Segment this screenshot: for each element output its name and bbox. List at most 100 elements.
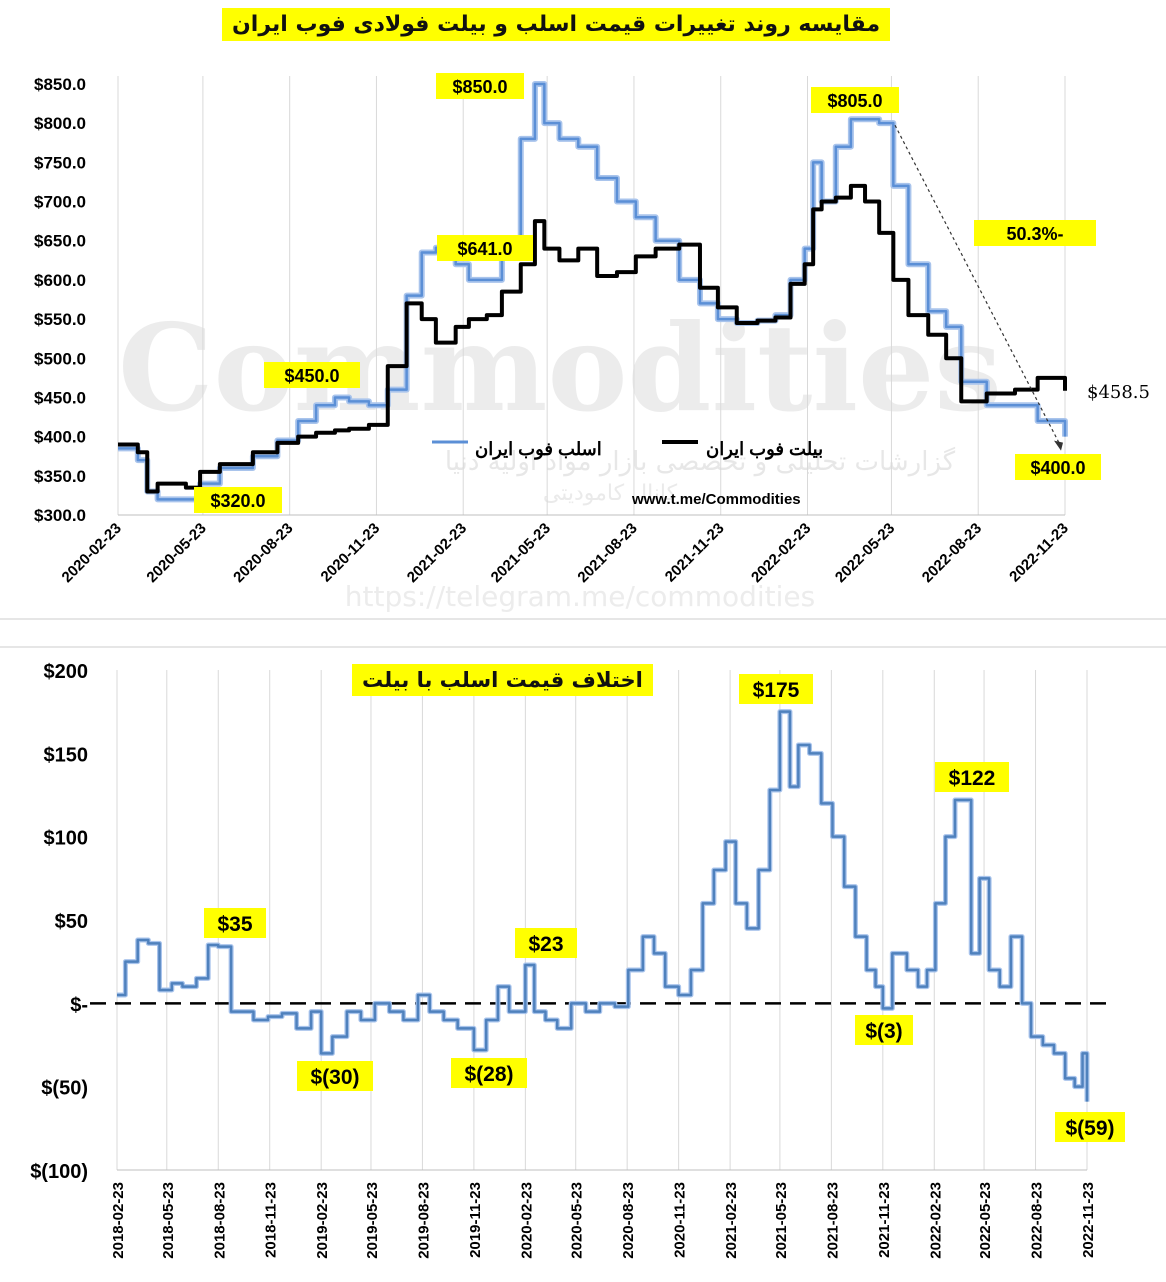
x-tick-label: 2021-11-23 (876, 1182, 893, 1258)
diff-peak-2022-label-bg (935, 762, 1009, 792)
diff-peak-2021-label: $175 (753, 679, 800, 702)
peak-slab-2022-label-bg (811, 87, 899, 113)
diff-2018-label-bg (204, 908, 266, 938)
x-tick-label: 2022-08-23 (919, 520, 985, 586)
y-tick-label: $(100) (30, 1161, 88, 1183)
x-tick-label: 2021-08-23 (574, 520, 640, 586)
diff-2019-feb-label-bg (297, 1061, 373, 1091)
legend-slab-label: اسلب فوب ایران (475, 439, 602, 460)
channel-url: www.t.me/Commodities (631, 491, 801, 508)
x-tick-label: 2018-08-23 (211, 1182, 228, 1259)
y-tick-label: $- (70, 994, 88, 1016)
difference-series-line (117, 710, 1089, 1102)
diff-2018-label: $35 (217, 913, 252, 936)
price-difference-chart: 2018-02-23 2018-05-23 2018-08-23 2018-11-23… (0, 646, 1166, 1282)
diff-peak-2022-label: $122 (949, 767, 996, 790)
peak-slab-2021-label-bg (436, 73, 524, 99)
x-tick-label: 2018-05-23 (160, 1182, 177, 1259)
x-tick-label: 2020-02-23 (59, 520, 125, 586)
y-tick-label: $150 (44, 744, 89, 766)
y-tick-label: $350.0 (34, 467, 86, 486)
top-chart-title: مقایسه روند تغییرات قیمت اسلب و بیلت فول… (222, 8, 891, 41)
x-tick-label: 2021-02-23 (404, 520, 470, 586)
x-tick-label: 2021-05-23 (773, 1182, 790, 1259)
diff-peak-2021-label-bg (739, 674, 813, 704)
y-tick-label: $850.0 (34, 75, 86, 94)
y-tick-label: $450.0 (34, 388, 86, 407)
y-tick-label: $100 (44, 828, 89, 850)
x-tick-label: 2020-05-23 (143, 520, 209, 586)
x-tick-label: 2020-11-23 (672, 1182, 689, 1258)
x-tick-label: 2021-05-23 (488, 520, 554, 586)
diff-2021-nov-label-bg (855, 1015, 913, 1045)
x-tick-label: 2019-08-23 (415, 1182, 432, 1259)
slab-2020-nov-label: $450.0 (284, 366, 339, 386)
bottom-chart-title: اختلاف قیمت اسلب با بیلت (352, 664, 653, 696)
diff-current-label: $(59) (1065, 1117, 1114, 1140)
y-tick-label: $700.0 (34, 193, 86, 212)
slab-current-label: $400.0 (1030, 458, 1085, 478)
diff-2020-label: $23 (528, 933, 563, 956)
x-tick-label: 2021-02-23 (723, 1182, 740, 1259)
price-chart-svg: Commodities گزارشات تحلیلی و تخصصی بازار … (34, 73, 1150, 613)
difference-chart-svg: 2018-02-23 2018-05-23 2018-08-23 2018-11-23… (30, 661, 1125, 1259)
x-tick-label: 2022-02-23 (927, 1182, 944, 1259)
x-tick-label: 2020-11-23 (318, 520, 384, 586)
slab-2021-feb-label-bg (437, 235, 533, 261)
x-tick-label: 2019-11-23 (467, 1182, 484, 1258)
trend-arrow-head (1054, 440, 1063, 451)
slab-low-label: $320.0 (210, 491, 265, 511)
y-tick-label: $600.0 (34, 271, 86, 290)
slab-2020-nov-label-bg (264, 362, 360, 388)
peak-slab-2021-label: $850.0 (452, 77, 507, 97)
x-tick-label: 2022-11-23 (1006, 520, 1072, 586)
y-tick-label: $(50) (41, 1078, 88, 1100)
change-percent-label-bg (974, 220, 1096, 246)
slab-2021-feb-label: $641.0 (457, 239, 512, 259)
y-tick-label: $500.0 (34, 349, 86, 368)
x-tick-label: 2021-08-23 (824, 1182, 841, 1259)
diff-2019-nov-label: $(28) (464, 1063, 513, 1086)
x-tick-label: 2018-02-23 (110, 1182, 127, 1259)
x-tick-label: 2022-08-23 (1029, 1182, 1046, 1259)
watermark-subtitle: گزارشات تحلیلی و تخصصی بازار مواد اولیه … (445, 446, 956, 477)
x-tick-label: 2019-02-23 (314, 1182, 331, 1259)
x-tick-label: 2020-08-23 (230, 520, 296, 586)
diff-2021-nov-label: $(3) (865, 1020, 902, 1043)
x-tick-label: 2022-05-23 (832, 520, 898, 586)
watermark-channel-name: کانال کامودیتی (543, 481, 678, 506)
peak-slab-2022-label: $805.0 (827, 91, 882, 111)
y-tick-label: $550.0 (34, 310, 86, 329)
legend-billet-label: بیلت فوب ایران (706, 439, 823, 460)
watermark-text: Commodities (118, 298, 1002, 439)
x-tick-label: 2020-05-23 (569, 1182, 586, 1259)
slab-low-label-bg (194, 487, 282, 513)
slab-series-line (118, 82, 1067, 501)
diff-current-label-bg (1055, 1112, 1125, 1142)
x-tick-label: 2022-11-23 (1080, 1182, 1097, 1258)
x-tick-label: 2018-11-23 (263, 1182, 280, 1258)
diff-2019-feb-label: $(30) (310, 1066, 359, 1089)
billet-current-label: $458.5 (1087, 382, 1150, 403)
x-tick-label: 2019-05-23 (364, 1182, 381, 1259)
slab-billet-price-chart: Commodities گزارشات تحلیلی و تخصصی بازار … (0, 0, 1166, 620)
slab-current-label-bg (1015, 454, 1101, 480)
y-tick-label: $650.0 (34, 232, 86, 251)
billet-series-line (118, 183, 1067, 494)
y-tick-label: $750.0 (34, 153, 86, 172)
y-tick-label: $300.0 (34, 506, 86, 525)
y-tick-label: $200 (44, 661, 89, 683)
change-percent-label: 50.3%- (1006, 224, 1063, 244)
x-tick-label: 2020-02-23 (518, 1182, 535, 1259)
diff-2020-label-bg (515, 928, 577, 958)
y-tick-label: $50 (55, 911, 88, 933)
x-tick-label: 2020-08-23 (620, 1182, 637, 1259)
y-tick-label: $400.0 (34, 428, 86, 447)
x-tick-label: 2022-05-23 (977, 1182, 994, 1259)
trend-arrow-line (894, 124, 1062, 447)
x-tick-label: 2022-02-23 (748, 520, 814, 586)
diff-2019-nov-label-bg (451, 1058, 527, 1088)
x-tick-label: 2021-11-23 (662, 520, 728, 586)
watermark-link: https://telegram.me/commodities (345, 580, 815, 613)
y-tick-label: $800.0 (34, 114, 86, 133)
